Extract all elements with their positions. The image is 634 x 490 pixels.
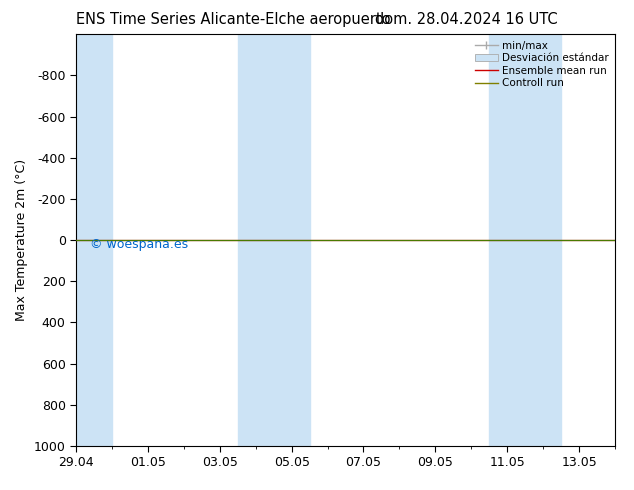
Bar	[76, 34, 112, 446]
Bar	[489, 34, 561, 446]
Legend: min/max, Desviación estándar, Ensemble mean run, Controll run: min/max, Desviación estándar, Ensemble m…	[472, 37, 612, 92]
Bar	[238, 34, 309, 446]
Text: ENS Time Series Alicante-Elche aeropuerto: ENS Time Series Alicante-Elche aeropuert…	[76, 12, 391, 27]
Text: dom. 28.04.2024 16 UTC: dom. 28.04.2024 16 UTC	[375, 12, 558, 27]
Y-axis label: Max Temperature 2m (°C): Max Temperature 2m (°C)	[15, 159, 29, 321]
Text: © woespana.es: © woespana.es	[89, 238, 188, 251]
